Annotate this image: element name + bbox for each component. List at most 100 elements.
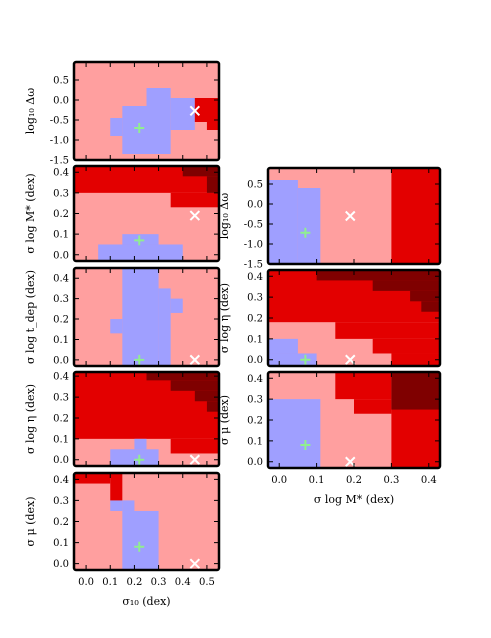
x-axis-label: σ log M* (dex) — [314, 493, 394, 506]
y-tick-label: 0.3 — [247, 293, 263, 304]
cross-marker — [189, 454, 201, 465]
heat-cell — [372, 280, 440, 291]
heat-cell — [206, 176, 219, 193]
y-tick-label: 0.2 — [53, 517, 69, 528]
y-tick-label: 0.3 — [53, 294, 69, 305]
y-tick-label: 0.0 — [247, 457, 263, 468]
y-tick-label: 0.4 — [53, 274, 69, 285]
heat-cell — [194, 98, 219, 122]
y-tick-label: 0.1 — [247, 334, 263, 345]
plus-marker — [134, 354, 145, 365]
panel-1: 0.5 0.0 -0.5 -1.0 -1.5 log₁₀ Δω — [24, 60, 221, 167]
y-axis-label: σ μ (dex) — [24, 497, 37, 547]
y-tick-label: 0.0 — [53, 250, 69, 261]
y-tick-label: -0.5 — [244, 220, 263, 231]
y-tick-label: 0.0 — [53, 355, 69, 366]
heat-cell — [122, 234, 159, 245]
heat-cell — [182, 166, 219, 177]
y-tick-label: 0.0 — [53, 455, 69, 466]
heat-cell — [110, 118, 123, 136]
heat-cell — [206, 401, 219, 412]
y-tick-label: 0.5 — [53, 76, 69, 87]
panel-3: 0.4 0.3 0.2 0.1 0.0 σ log t_dep (dex) — [24, 266, 221, 368]
x-tick-label: 0.4 — [421, 475, 437, 486]
heat-cell — [335, 372, 392, 400]
heat-cell — [122, 500, 135, 511]
panel-4: 0.4 0.3 0.2 0.1 0.0 σ log η (dex) — [24, 370, 221, 468]
y-tick-label: 0.4 — [53, 475, 69, 486]
heat-cell — [170, 192, 219, 208]
panel-8: 0.4 0.3 0.2 0.1 0.0 0.0 0.1 0.2 0.3 0.4 σ log M* (… — [218, 370, 442, 506]
y-tick-label: 0.5 — [247, 180, 263, 191]
heat-cell — [110, 319, 123, 334]
heat-cell — [316, 270, 440, 281]
cross-marker — [189, 105, 201, 117]
plus-marker — [134, 123, 145, 133]
y-axis-label: log₁₀ Δω — [218, 193, 231, 239]
y-tick-label: -1.0 — [244, 240, 263, 251]
x-tick-label: 0.4 — [175, 577, 191, 588]
panel-frame — [72, 60, 221, 162]
y-axis-label: σ log M* (dex) — [24, 173, 37, 253]
y-tick-label: -1.5 — [244, 260, 263, 271]
panel-frame — [72, 370, 221, 468]
y-tick-label: 0.2 — [53, 209, 69, 220]
y-axis-label: σ log t_dep (dex) — [24, 270, 37, 364]
y-axis-label: σ log η (dex) — [218, 283, 231, 353]
y-tick-label: 0.1 — [53, 230, 69, 241]
y-tick-label: 0.0 — [53, 559, 69, 570]
x-tick-label: 0.5 — [199, 577, 215, 588]
y-tick-label: 0.4 — [247, 374, 263, 385]
x-tick-label: 0.2 — [126, 577, 142, 588]
plus-marker — [134, 541, 145, 552]
heat-cell — [122, 268, 159, 366]
heat-cell — [194, 390, 219, 402]
y-tick-label: 0.2 — [53, 413, 69, 424]
y-tick-label: -1.5 — [50, 156, 69, 167]
heat-cell — [170, 298, 183, 313]
cross-marker — [345, 354, 356, 365]
y-tick-label: 0.0 — [247, 355, 263, 366]
x-axis-label: σ₁₀ (dex) — [122, 595, 170, 608]
heat-cell — [110, 449, 159, 466]
x-tick-label: 0.2 — [346, 475, 362, 486]
heat-cell — [268, 180, 298, 264]
y-tick-label: 0.4 — [53, 168, 69, 179]
heat-cell — [354, 399, 392, 414]
heat-cell — [110, 500, 123, 511]
y-axis-label: σ μ (dex) — [218, 395, 231, 445]
heat-cell — [421, 301, 440, 312]
cross-marker — [345, 210, 356, 222]
heat-cell — [134, 438, 147, 450]
heat-cell — [391, 168, 440, 264]
cross-marker — [189, 354, 201, 366]
heat-cell — [391, 372, 440, 410]
x-tick-label: 0.1 — [309, 475, 325, 486]
x-tick-label: 0.1 — [102, 577, 118, 588]
x-tick-label: 0.0 — [78, 577, 94, 588]
plus-marker — [134, 454, 145, 465]
heat-cell — [297, 188, 321, 264]
heat-cell — [122, 510, 159, 570]
y-tick-label: 0.1 — [53, 538, 69, 549]
y-axis-label: log₁₀ Δω — [24, 88, 37, 134]
y-tick-label: 0.1 — [53, 434, 69, 445]
heat-cell — [146, 88, 171, 106]
plus-marker — [300, 227, 311, 238]
heat-cell — [170, 380, 219, 391]
plus-marker — [300, 440, 311, 451]
heat-cell — [391, 353, 440, 366]
cross-marker — [345, 456, 356, 467]
y-tick-label: -1.0 — [50, 136, 69, 147]
x-tick-label: 0.3 — [151, 577, 167, 588]
y-tick-label: 0.1 — [53, 335, 69, 346]
panel-7: 0.4 0.3 0.2 0.1 0.0 σ log η (dex) — [218, 268, 442, 368]
y-tick-label: 0.2 — [247, 416, 263, 427]
heat-cell — [98, 244, 183, 261]
plus-marker — [134, 235, 145, 246]
cross-marker — [189, 210, 201, 221]
panel-2: 0.4 0.3 0.2 0.1 0.0 σ log M* (dex) — [24, 164, 221, 263]
heat-cell — [122, 106, 171, 154]
heat-cell — [372, 338, 440, 354]
